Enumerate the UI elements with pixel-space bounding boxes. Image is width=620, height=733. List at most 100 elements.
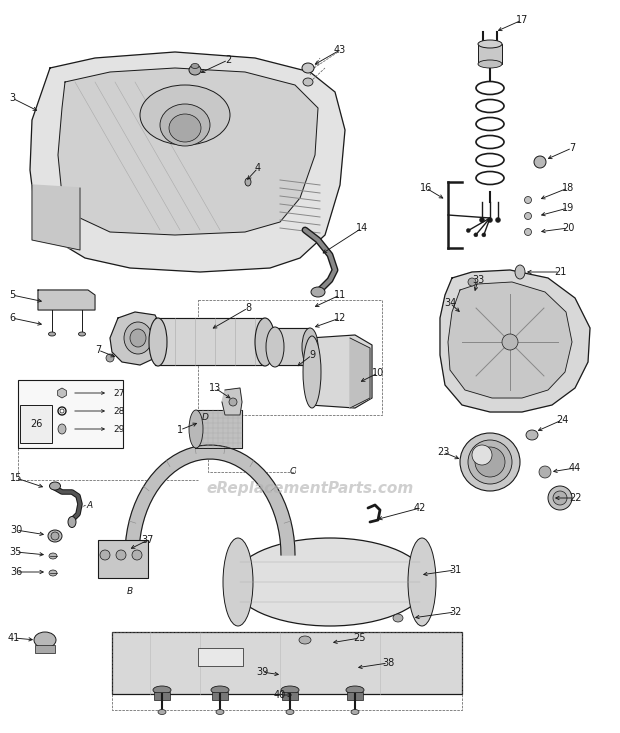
Text: 27: 27 (113, 388, 125, 397)
Bar (18, 380, 123, 448)
Circle shape (466, 229, 471, 232)
Ellipse shape (286, 710, 294, 715)
Text: 31: 31 (449, 565, 461, 575)
Ellipse shape (303, 78, 313, 86)
Polygon shape (125, 445, 295, 555)
Text: 18: 18 (562, 183, 574, 193)
Ellipse shape (51, 532, 59, 540)
Ellipse shape (232, 538, 428, 626)
Circle shape (116, 550, 126, 560)
Circle shape (553, 491, 567, 505)
Text: 8: 8 (245, 303, 251, 313)
Ellipse shape (302, 63, 314, 73)
Ellipse shape (468, 440, 512, 484)
Text: 19: 19 (562, 203, 574, 213)
Circle shape (229, 398, 237, 406)
Bar (154, 692, 170, 700)
Text: 9: 9 (309, 350, 315, 360)
Circle shape (482, 233, 486, 237)
Text: 40: 40 (274, 690, 286, 700)
Text: 35: 35 (10, 547, 22, 557)
Text: 5: 5 (9, 290, 15, 300)
Text: 22: 22 (569, 493, 582, 503)
Ellipse shape (408, 538, 436, 626)
Ellipse shape (216, 710, 224, 715)
Ellipse shape (149, 318, 167, 366)
Circle shape (100, 550, 110, 560)
Bar (198, 648, 243, 666)
Bar (347, 692, 363, 700)
Bar (20, 405, 52, 443)
Circle shape (106, 354, 114, 362)
Polygon shape (38, 290, 95, 310)
Text: 17: 17 (516, 15, 528, 25)
Ellipse shape (160, 104, 210, 146)
Text: 21: 21 (554, 267, 566, 277)
Text: 36: 36 (10, 567, 22, 577)
Ellipse shape (169, 114, 201, 142)
Circle shape (479, 218, 484, 223)
Text: 39: 39 (256, 667, 268, 677)
Circle shape (525, 196, 531, 204)
Polygon shape (155, 318, 265, 365)
Text: 33: 33 (472, 275, 484, 285)
Polygon shape (272, 328, 310, 365)
Ellipse shape (34, 632, 56, 648)
Text: 29: 29 (113, 424, 125, 433)
Text: eReplacementParts.com: eReplacementParts.com (206, 481, 414, 496)
Circle shape (525, 213, 531, 219)
Circle shape (474, 233, 478, 237)
Ellipse shape (153, 686, 171, 694)
Ellipse shape (515, 265, 525, 279)
Polygon shape (110, 312, 160, 365)
Text: 28: 28 (113, 407, 125, 416)
Ellipse shape (478, 40, 502, 48)
Circle shape (534, 156, 546, 168)
Ellipse shape (49, 570, 57, 576)
Ellipse shape (526, 430, 538, 440)
Text: 1: 1 (177, 425, 183, 435)
Polygon shape (195, 410, 242, 448)
Circle shape (472, 445, 492, 465)
Text: 20: 20 (562, 223, 574, 233)
Ellipse shape (191, 64, 199, 68)
Polygon shape (222, 388, 242, 415)
Ellipse shape (211, 686, 229, 694)
Text: 23: 23 (437, 447, 449, 457)
Text: 15: 15 (10, 473, 22, 483)
Ellipse shape (245, 178, 251, 186)
Ellipse shape (48, 530, 62, 542)
Text: 6: 6 (9, 313, 15, 323)
Circle shape (132, 550, 142, 560)
Bar (282, 692, 298, 700)
Bar (112, 632, 462, 694)
Ellipse shape (475, 447, 505, 477)
Circle shape (539, 466, 551, 478)
Bar (35, 645, 55, 653)
Ellipse shape (478, 60, 502, 68)
Polygon shape (30, 52, 345, 272)
Text: 44: 44 (569, 463, 581, 473)
Bar (478, 44, 502, 64)
Ellipse shape (460, 433, 520, 491)
Text: 13: 13 (209, 383, 221, 393)
Polygon shape (58, 68, 318, 235)
Ellipse shape (351, 710, 359, 715)
Ellipse shape (130, 329, 146, 347)
Ellipse shape (50, 482, 61, 490)
Text: 2: 2 (225, 55, 231, 65)
Circle shape (502, 334, 518, 350)
Text: C: C (290, 468, 296, 476)
Ellipse shape (49, 553, 57, 559)
Ellipse shape (58, 424, 66, 434)
Ellipse shape (299, 636, 311, 644)
Ellipse shape (281, 686, 299, 694)
Circle shape (495, 218, 500, 223)
Ellipse shape (189, 65, 201, 75)
Ellipse shape (302, 328, 318, 366)
Text: 14: 14 (356, 223, 368, 233)
Polygon shape (32, 185, 80, 250)
Text: 32: 32 (449, 607, 461, 617)
Ellipse shape (48, 332, 56, 336)
Text: 7: 7 (569, 143, 575, 153)
